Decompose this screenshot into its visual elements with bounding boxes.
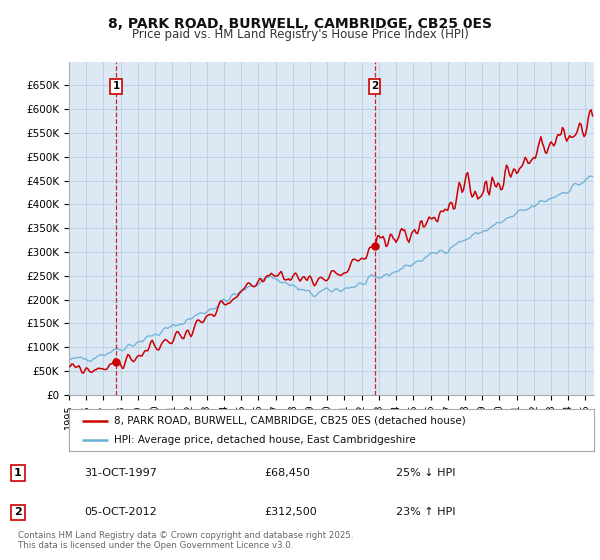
Text: 25% ↓ HPI: 25% ↓ HPI [396, 468, 455, 478]
Text: 2: 2 [371, 81, 378, 91]
Text: £68,450: £68,450 [264, 468, 310, 478]
Text: 23% ↑ HPI: 23% ↑ HPI [396, 507, 455, 517]
Text: 05-OCT-2012: 05-OCT-2012 [84, 507, 157, 517]
Text: Contains HM Land Registry data © Crown copyright and database right 2025.
This d: Contains HM Land Registry data © Crown c… [18, 530, 353, 550]
Text: 1: 1 [14, 468, 22, 478]
Text: 31-OCT-1997: 31-OCT-1997 [84, 468, 157, 478]
Text: 8, PARK ROAD, BURWELL, CAMBRIDGE, CB25 0ES: 8, PARK ROAD, BURWELL, CAMBRIDGE, CB25 0… [108, 17, 492, 31]
Text: Price paid vs. HM Land Registry's House Price Index (HPI): Price paid vs. HM Land Registry's House … [131, 28, 469, 41]
Text: HPI: Average price, detached house, East Cambridgeshire: HPI: Average price, detached house, East… [113, 435, 415, 445]
Text: £312,500: £312,500 [264, 507, 317, 517]
Text: 8, PARK ROAD, BURWELL, CAMBRIDGE, CB25 0ES (detached house): 8, PARK ROAD, BURWELL, CAMBRIDGE, CB25 0… [113, 416, 466, 426]
Text: 2: 2 [14, 507, 22, 517]
Text: 1: 1 [113, 81, 120, 91]
